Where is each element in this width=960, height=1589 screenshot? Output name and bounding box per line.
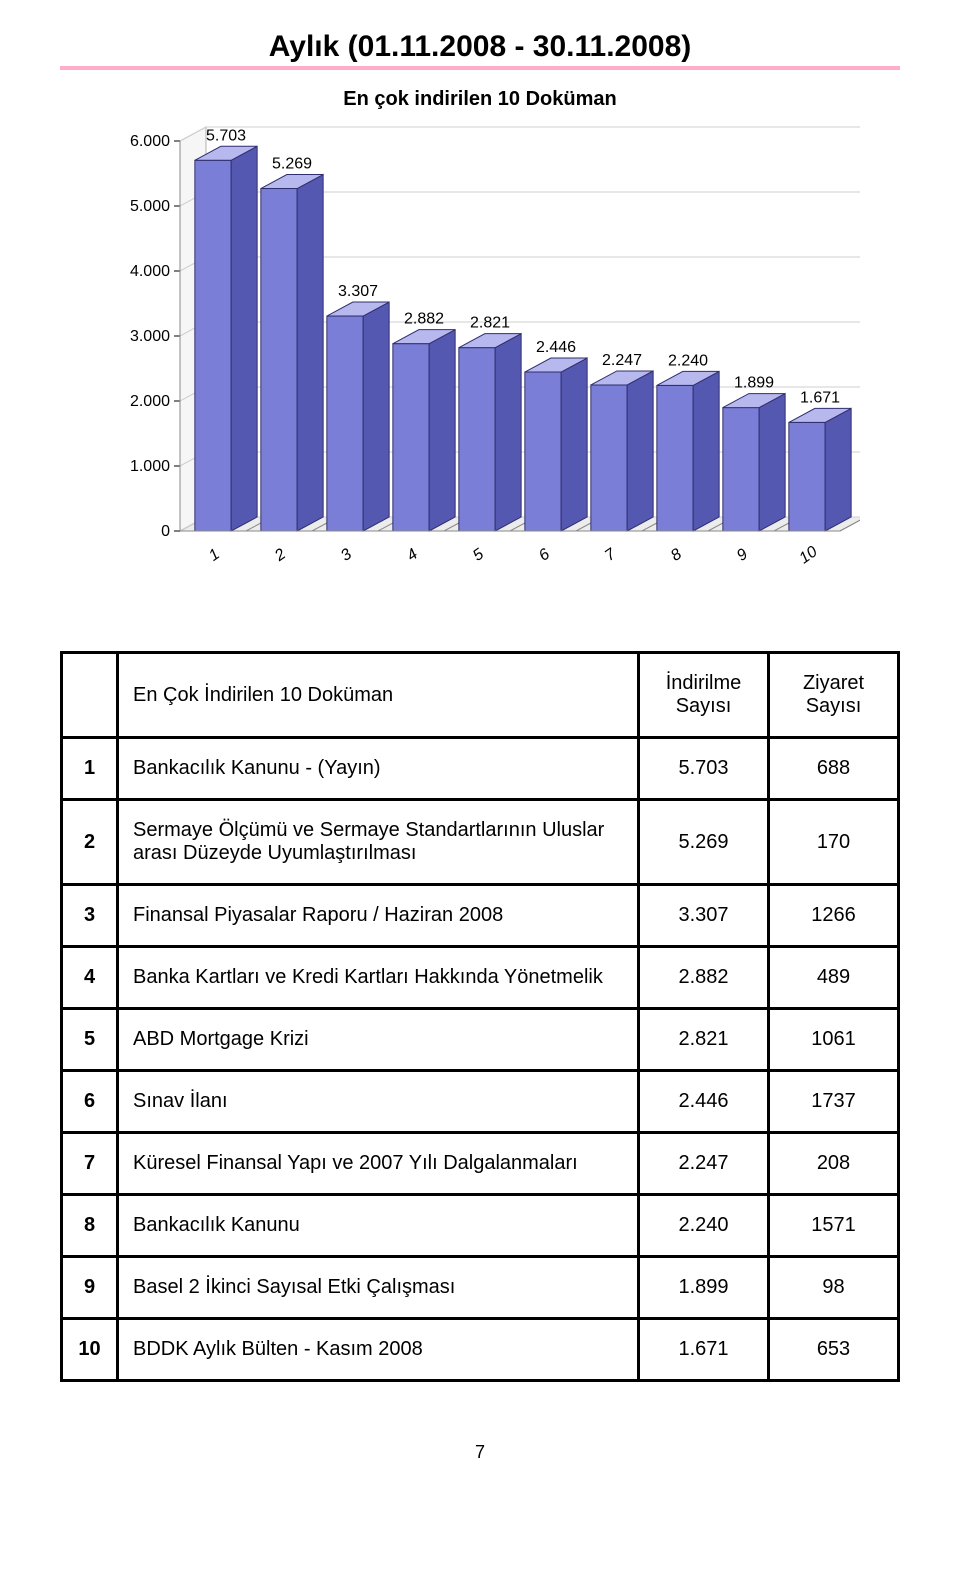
row-downloads: 1.899: [639, 1257, 769, 1319]
row-index: 4: [62, 947, 118, 1009]
svg-text:9: 9: [734, 546, 751, 565]
svg-text:4.000: 4.000: [130, 263, 170, 280]
table-row: 6Sınav İlanı2.4461737: [62, 1071, 899, 1133]
table-row: 9Basel 2 İkinci Sayısal Etki Çalışması1.…: [62, 1257, 899, 1319]
row-index: 8: [62, 1195, 118, 1257]
row-index: 2: [62, 800, 118, 885]
svg-text:2.240: 2.240: [668, 352, 708, 369]
row-name: Sınav İlanı: [118, 1071, 639, 1133]
row-name: BDDK Aylık Bülten - Kasım 2008: [118, 1319, 639, 1381]
svg-text:3.000: 3.000: [130, 328, 170, 345]
chart-title: En çok indirilen 10 Doküman: [60, 88, 900, 111]
table-row: 1Bankacılık Kanunu - (Yayın)5.703688: [62, 738, 899, 800]
svg-text:0: 0: [161, 523, 170, 540]
svg-text:7: 7: [602, 545, 620, 565]
title-underline: [60, 66, 900, 70]
row-downloads: 2.247: [639, 1133, 769, 1195]
table-row: 3Finansal Piyasalar Raporu / Haziran 200…: [62, 885, 899, 947]
row-index: 6: [62, 1071, 118, 1133]
row-visits: 1061: [769, 1009, 899, 1071]
row-downloads: 5.269: [639, 800, 769, 885]
row-name: Basel 2 İkinci Sayısal Etki Çalışması: [118, 1257, 639, 1319]
row-name: Finansal Piyasalar Raporu / Haziran 2008: [118, 885, 639, 947]
row-name: Bankacılık Kanunu: [118, 1195, 639, 1257]
row-visits: 98: [769, 1257, 899, 1319]
row-name: Küresel Finansal Yapı ve 2007 Yılı Dalga…: [118, 1133, 639, 1195]
svg-text:10: 10: [796, 543, 820, 567]
date-range-title: Aylık (01.11.2008 - 30.11.2008): [60, 30, 900, 64]
table-row: 2Sermaye Ölçümü ve Sermaye Standartların…: [62, 800, 899, 885]
row-name: Sermaye Ölçümü ve Sermaye Standartlarını…: [118, 800, 639, 885]
svg-text:5.269: 5.269: [272, 156, 312, 173]
svg-text:2.446: 2.446: [536, 339, 576, 356]
bar-chart-svg: 0 1.000 2.000 3.000 4.000 5.000 6.000 5.703 1 5.2…: [100, 121, 860, 591]
svg-text:4: 4: [404, 546, 421, 565]
row-downloads: 2.240: [639, 1195, 769, 1257]
row-visits: 1737: [769, 1071, 899, 1133]
row-visits: 653: [769, 1319, 899, 1381]
row-visits: 170: [769, 800, 899, 885]
row-index: 7: [62, 1133, 118, 1195]
table-row: 7Küresel Finansal Yapı ve 2007 Yılı Dalg…: [62, 1133, 899, 1195]
row-downloads: 2.882: [639, 947, 769, 1009]
table-row: 8Bankacılık Kanunu2.2401571: [62, 1195, 899, 1257]
row-index: 1: [62, 738, 118, 800]
row-downloads: 3.307: [639, 885, 769, 947]
svg-text:6.000: 6.000: [130, 133, 170, 150]
svg-text:6: 6: [536, 546, 553, 565]
page-number: 7: [60, 1442, 900, 1463]
table-row: 5ABD Mortgage Krizi2.8211061: [62, 1009, 899, 1071]
row-index: 5: [62, 1009, 118, 1071]
header-blank-idx: [62, 653, 118, 738]
svg-text:1.899: 1.899: [734, 375, 774, 392]
header-visits: Ziyaret Sayısı: [769, 653, 899, 738]
row-downloads: 2.446: [639, 1071, 769, 1133]
svg-text:2: 2: [271, 546, 289, 566]
svg-text:3.307: 3.307: [338, 283, 378, 300]
svg-text:2.882: 2.882: [404, 311, 444, 328]
row-visits: 1571: [769, 1195, 899, 1257]
row-index: 10: [62, 1319, 118, 1381]
row-index: 9: [62, 1257, 118, 1319]
svg-text:2.247: 2.247: [602, 352, 642, 369]
row-name: Banka Kartları ve Kredi Kartları Hakkınd…: [118, 947, 639, 1009]
svg-text:1: 1: [206, 546, 223, 565]
row-downloads: 5.703: [639, 738, 769, 800]
row-visits: 688: [769, 738, 899, 800]
svg-text:2.000: 2.000: [130, 393, 170, 410]
svg-text:5.000: 5.000: [130, 198, 170, 215]
header-title: En Çok İndirilen 10 Doküman: [118, 653, 639, 738]
header-downloads: İndirilme Sayısı: [639, 653, 769, 738]
svg-text:1.000: 1.000: [130, 458, 170, 475]
row-visits: 1266: [769, 885, 899, 947]
table-row: 4Banka Kartları ve Kredi Kartları Hakkın…: [62, 947, 899, 1009]
svg-text:5.703: 5.703: [206, 127, 246, 144]
svg-text:1.671: 1.671: [800, 389, 840, 406]
svg-text:3: 3: [338, 546, 355, 565]
table-row: 10BDDK Aylık Bülten - Kasım 20081.671653: [62, 1319, 899, 1381]
row-index: 3: [62, 885, 118, 947]
row-visits: 489: [769, 947, 899, 1009]
row-visits: 208: [769, 1133, 899, 1195]
bar-chart: 0 1.000 2.000 3.000 4.000 5.000 6.000 5.703 1 5.2…: [100, 121, 860, 591]
svg-text:8: 8: [668, 546, 685, 565]
documents-table: En Çok İndirilen 10 Doküman İndirilme Sa…: [60, 651, 900, 1382]
row-name: Bankacılık Kanunu - (Yayın): [118, 738, 639, 800]
table-header-row: En Çok İndirilen 10 Doküman İndirilme Sa…: [62, 653, 899, 738]
row-downloads: 1.671: [639, 1319, 769, 1381]
svg-text:2.821: 2.821: [470, 315, 510, 332]
svg-text:5: 5: [470, 546, 487, 565]
row-name: ABD Mortgage Krizi: [118, 1009, 639, 1071]
row-downloads: 2.821: [639, 1009, 769, 1071]
